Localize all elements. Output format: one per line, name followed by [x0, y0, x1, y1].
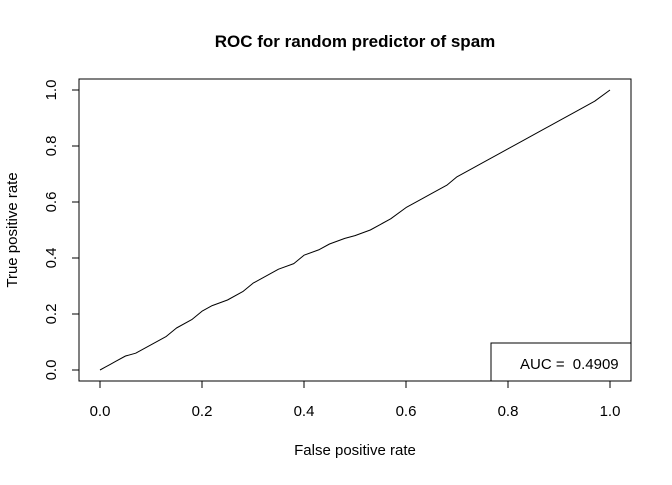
x-tick-label: 0.6 — [396, 403, 417, 420]
y-tick-label: 0.4 — [43, 248, 60, 269]
x-tick-label: 1.0 — [600, 403, 621, 420]
roc-series — [99, 89, 611, 371]
y-axis: 0.0 0.2 0.4 0.6 0.8 1.0 — [43, 80, 80, 381]
y-tick-label: 0.2 — [43, 304, 60, 325]
auc-legend: AUC = 0.4909 — [490, 342, 632, 382]
x-tick-label: 0.4 — [294, 403, 315, 420]
chart-title: ROC for random predictor of spam — [215, 32, 496, 51]
x-tick-label: 0.8 — [498, 403, 519, 420]
x-axis-label: False positive rate — [294, 442, 416, 459]
y-tick-label: 1.0 — [43, 80, 60, 101]
y-tick-label: 0.0 — [43, 360, 60, 381]
auc-value: 0.4909 — [573, 356, 619, 373]
legend-box — [490, 342, 632, 382]
roc-curve-line — [99, 89, 611, 371]
x-tick-label: 0.0 — [90, 403, 111, 420]
y-axis-label: True positive rate — [4, 172, 21, 287]
auc-label: AUC = 0.4909 — [520, 356, 619, 373]
auc-label-text: AUC = — [520, 356, 569, 373]
y-tick-label: 0.6 — [43, 192, 60, 213]
x-tick-label: 0.2 — [192, 403, 213, 420]
y-tick-label: 0.8 — [43, 136, 60, 157]
